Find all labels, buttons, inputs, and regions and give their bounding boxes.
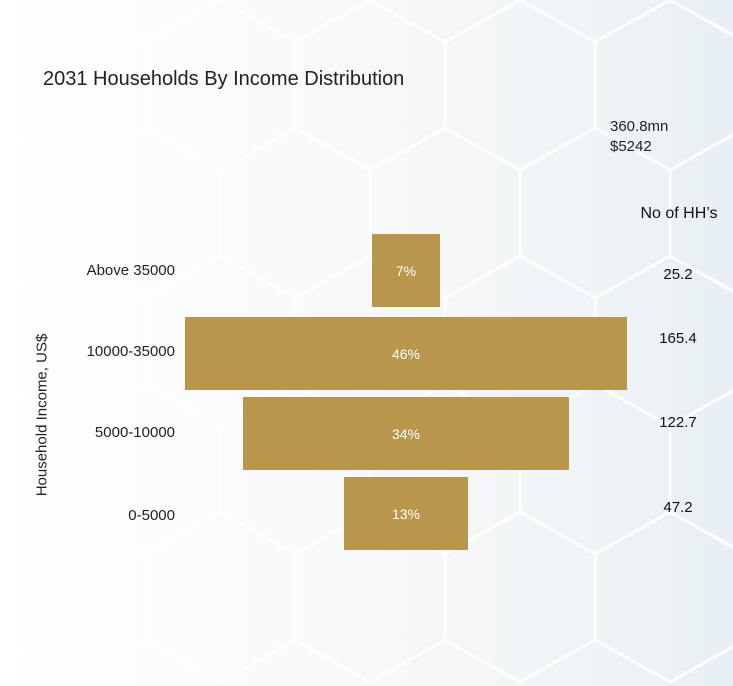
average-income-value: $5242 — [610, 138, 652, 155]
households-value-5000-10000: 122.7 — [659, 414, 697, 431]
bar-5000-10000: 34% — [242, 397, 570, 470]
category-label-10000-35000: 10000-35000 — [86, 343, 175, 360]
bar-above-35000: 7% — [372, 234, 440, 307]
bar-label-5000-10000: 34% — [391, 425, 420, 442]
category-label-5000-10000: 5000-10000 — [94, 424, 175, 441]
bar-label-0-5000: 13% — [391, 505, 420, 522]
households-column-header: No of HH’s — [640, 205, 718, 222]
category-label-0-5000: 0-5000 — [128, 507, 175, 524]
category-label-above-35000: Above 35000 — [86, 262, 175, 279]
bar-10000-35000: 46% — [185, 317, 627, 390]
bar-label-10000-35000: 46% — [391, 345, 421, 362]
households-value-above-35000: 25.2 — [663, 266, 693, 283]
total-households-value: 360.8mn — [610, 118, 669, 135]
households-value-10000-35000: 165.4 — [659, 330, 697, 347]
bar-label-above-35000: 7% — [395, 262, 417, 279]
households-value-0-5000: 47.2 — [663, 499, 693, 516]
chart-title: 2031 Households By Income Distribution — [43, 68, 405, 90]
bar-0-5000: 13% — [343, 477, 469, 550]
